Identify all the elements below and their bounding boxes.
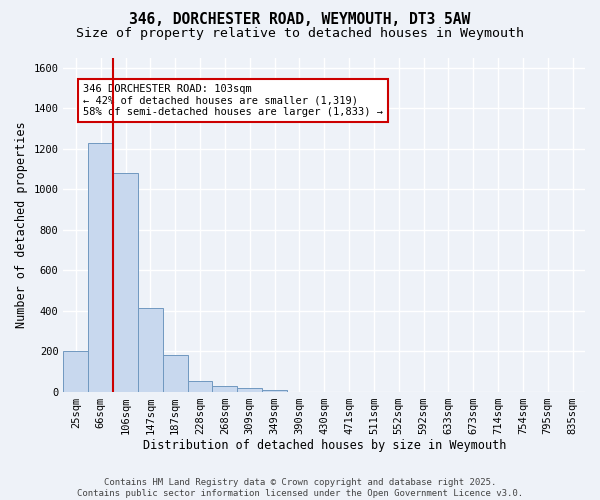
Text: 346 DORCHESTER ROAD: 103sqm
← 42% of detached houses are smaller (1,319)
58% of : 346 DORCHESTER ROAD: 103sqm ← 42% of det…	[83, 84, 383, 117]
Bar	[163, 355, 188, 392]
Bar	[237, 388, 262, 392]
Bar	[212, 386, 237, 392]
Bar	[188, 382, 212, 392]
Bar	[113, 173, 138, 392]
Bar	[262, 390, 287, 392]
X-axis label: Distribution of detached houses by size in Weymouth: Distribution of detached houses by size …	[143, 440, 506, 452]
Bar	[88, 142, 113, 392]
Y-axis label: Number of detached properties: Number of detached properties	[15, 121, 28, 328]
Text: 346, DORCHESTER ROAD, WEYMOUTH, DT3 5AW: 346, DORCHESTER ROAD, WEYMOUTH, DT3 5AW	[130, 12, 470, 28]
Text: Size of property relative to detached houses in Weymouth: Size of property relative to detached ho…	[76, 28, 524, 40]
Bar	[64, 351, 88, 392]
Text: Contains HM Land Registry data © Crown copyright and database right 2025.
Contai: Contains HM Land Registry data © Crown c…	[77, 478, 523, 498]
Bar	[138, 308, 163, 392]
